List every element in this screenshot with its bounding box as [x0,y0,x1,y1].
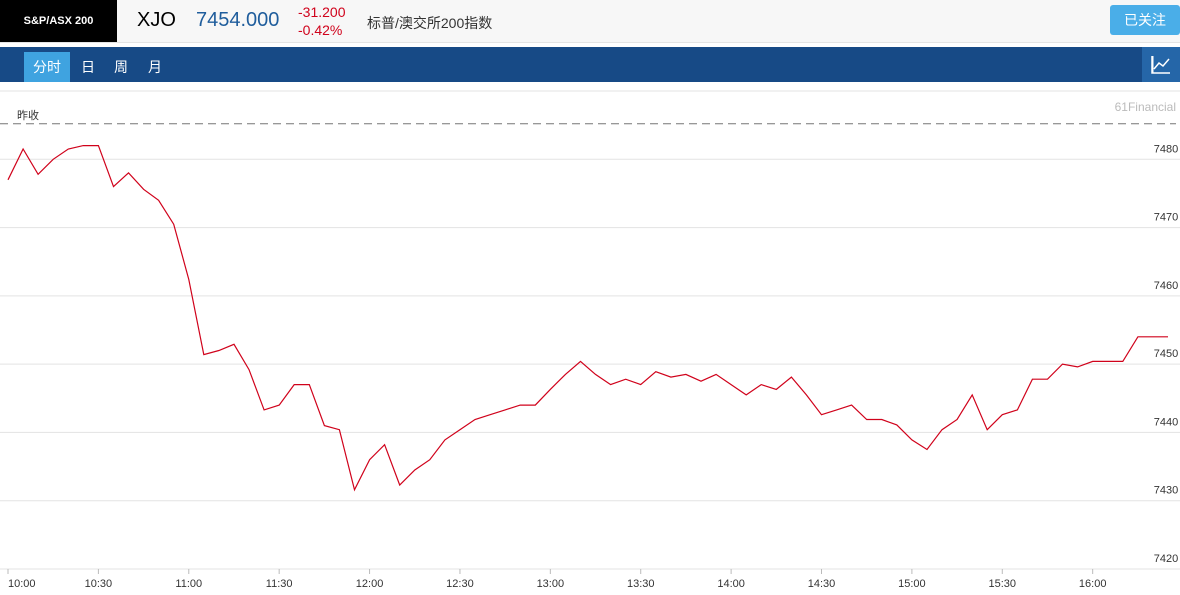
y-tick-label: 7480 [1154,143,1178,155]
change-block: -31.200 -0.42% [298,3,345,39]
tab-bar: 分时 日 周 月 [0,47,1180,82]
x-tick-label: 14:00 [717,578,745,590]
reference-label: 昨收 [17,108,39,122]
index-name: S&P/ASX 200 [0,0,117,42]
x-tick-label: 10:00 [8,578,36,590]
x-tick-label: 14:30 [808,578,836,590]
x-tick-label: 15:30 [989,578,1017,590]
description: 标普/澳交所200指数 [367,15,493,31]
x-tick-label: 13:00 [537,578,565,590]
y-tick-label: 7460 [1154,280,1178,292]
x-tick-label: 10:30 [85,578,113,590]
y-tick-label: 7430 [1154,485,1178,497]
x-tick-label: 12:00 [356,578,384,590]
y-tick-label: 7470 [1154,212,1178,224]
tab[interactable]: 月 [148,59,162,75]
tab[interactable]: 分时 [24,52,70,82]
chart-icon-glyph [1151,56,1170,74]
y-tick-label: 7450 [1154,348,1178,360]
tab[interactable]: 周 [114,59,128,75]
price: 7454.000 [196,9,280,31]
x-tick-label: 15:00 [898,578,926,590]
chart-icon[interactable] [1142,47,1180,82]
x-tick-label: 16:00 [1079,578,1107,590]
x-tick-label: 13:30 [627,578,655,590]
price-line [7,145,1168,492]
change: -31.200 [298,4,346,20]
x-tick-label: 12:30 [446,578,474,590]
change-pct: -0.42% [298,22,343,38]
follow-button[interactable]: 已关注 [1110,5,1180,35]
chart: 7420 7430 7440 7450 7460 7470 7480 10:00 10:30 11… [0,90,1180,590]
header: S&P/ASX 200 XJO 7454.000 -31.200 -0.42% … [0,0,1180,43]
x-tick-label: 11:30 [266,578,293,590]
watermark: 61Financial [1115,100,1176,114]
y-tick-label: 7420 [1154,553,1178,565]
tab[interactable]: 日 [81,59,95,75]
x-tick-label: 11:00 [175,578,202,590]
symbol: XJO [137,9,176,31]
y-tick-label: 7440 [1154,416,1178,428]
